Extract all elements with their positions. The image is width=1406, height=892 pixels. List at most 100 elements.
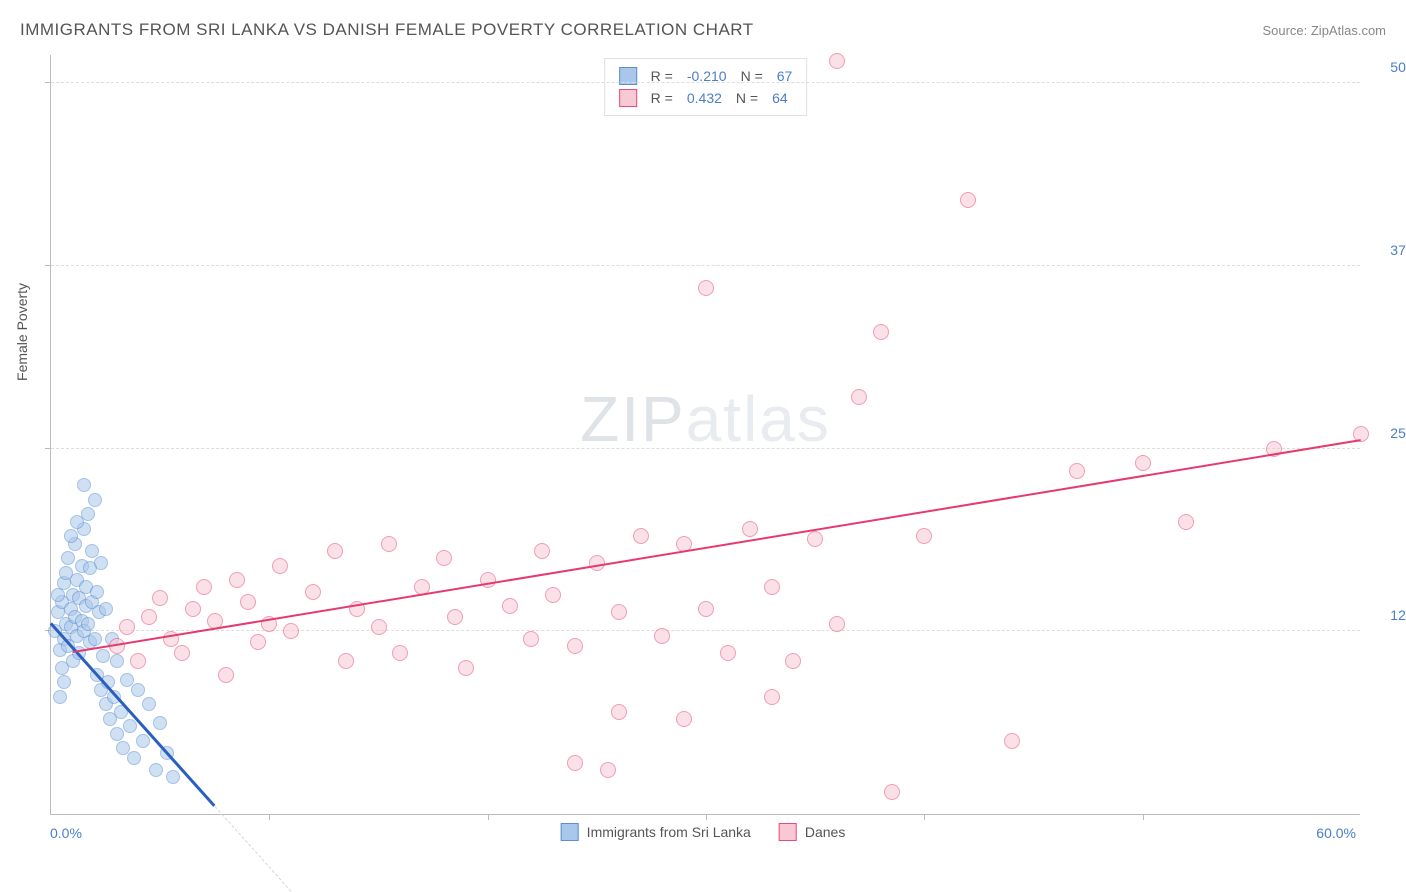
- data-point: [250, 634, 266, 650]
- legend-r-value: 0.432: [687, 87, 722, 109]
- data-point: [1069, 463, 1085, 479]
- data-point: [633, 528, 649, 544]
- y-tick-label: 37.5%: [1370, 242, 1406, 258]
- data-point: [534, 543, 550, 559]
- data-point: [218, 667, 234, 683]
- legend-n-label: N =: [741, 65, 763, 87]
- data-point: [567, 755, 583, 771]
- data-point: [654, 628, 670, 644]
- legend-n-value: 67: [777, 65, 793, 87]
- data-point: [51, 588, 65, 602]
- data-point: [123, 719, 137, 733]
- data-point: [77, 478, 91, 492]
- legend-r-value: -0.210: [687, 65, 727, 87]
- data-point: [174, 645, 190, 661]
- legend-item: Immigrants from Sri Lanka: [561, 823, 751, 841]
- data-point: [676, 711, 692, 727]
- y-tick: [45, 82, 51, 83]
- data-point: [131, 683, 145, 697]
- x-tick: [706, 814, 707, 820]
- legend-swatch: [619, 89, 637, 107]
- x-tick: [1143, 814, 1144, 820]
- data-point: [807, 531, 823, 547]
- trend-line-extrapolation: [214, 806, 291, 892]
- data-point: [166, 770, 180, 784]
- data-point: [392, 645, 408, 661]
- legend-swatch: [779, 823, 797, 841]
- x-tick: [269, 814, 270, 820]
- data-point: [851, 389, 867, 405]
- data-point: [127, 751, 141, 765]
- data-point: [1178, 514, 1194, 530]
- data-point: [141, 609, 157, 625]
- correlation-legend: R = -0.210 N = 67R = 0.432 N = 64: [604, 58, 808, 116]
- data-point: [90, 585, 104, 599]
- data-point: [110, 654, 124, 668]
- grid-line: [51, 448, 1360, 449]
- plot-area: ZIPatlas R =-0.210N =67R =0.432N =64 12.…: [50, 55, 1360, 815]
- data-point: [149, 763, 163, 777]
- y-tick-label: 25.0%: [1370, 425, 1406, 441]
- data-point: [152, 590, 168, 606]
- data-point: [88, 493, 102, 507]
- data-point: [327, 543, 343, 559]
- data-point: [371, 619, 387, 635]
- data-point: [480, 572, 496, 588]
- data-point: [567, 638, 583, 654]
- data-point: [88, 632, 102, 646]
- chart-title: IMMIGRANTS FROM SRI LANKA VS DANISH FEMA…: [20, 20, 754, 40]
- data-point: [283, 623, 299, 639]
- grid-line: [51, 630, 1360, 631]
- grid-line: [51, 265, 1360, 266]
- data-point: [764, 689, 780, 705]
- legend-row: R =0.432N =64: [619, 87, 793, 109]
- data-point: [272, 558, 288, 574]
- data-point: [785, 653, 801, 669]
- y-tick-label: 12.5%: [1370, 607, 1406, 623]
- watermark: ZIPatlas: [580, 382, 831, 456]
- data-point: [545, 587, 561, 603]
- series-legend: Immigrants from Sri Lanka Danes: [561, 823, 846, 841]
- data-point: [240, 594, 256, 610]
- y-axis-title: Female Poverty: [14, 283, 30, 381]
- data-point: [136, 734, 150, 748]
- data-point: [502, 598, 518, 614]
- data-point: [873, 324, 889, 340]
- chart-source: Source: ZipAtlas.com: [1262, 23, 1386, 38]
- data-point: [960, 192, 976, 208]
- watermark-light: atlas: [686, 383, 831, 455]
- data-point: [381, 536, 397, 552]
- data-point: [458, 660, 474, 676]
- x-tick: [488, 814, 489, 820]
- data-point: [523, 631, 539, 647]
- y-tick: [45, 265, 51, 266]
- data-point: [698, 601, 714, 617]
- y-tick-label: 50.0%: [1370, 59, 1406, 75]
- data-point: [99, 602, 113, 616]
- x-axis-min-label: 0.0%: [50, 825, 82, 841]
- legend-r-label: R =: [651, 65, 673, 87]
- data-point: [338, 653, 354, 669]
- data-point: [698, 280, 714, 296]
- data-point: [185, 601, 201, 617]
- data-point: [611, 704, 627, 720]
- legend-n-label: N =: [736, 87, 758, 109]
- legend-n-value: 64: [772, 87, 788, 109]
- data-point: [110, 727, 124, 741]
- data-point: [96, 649, 110, 663]
- trend-line: [73, 439, 1361, 653]
- data-point: [589, 555, 605, 571]
- data-point: [64, 529, 78, 543]
- data-point: [884, 784, 900, 800]
- data-point: [829, 616, 845, 632]
- legend-row: R = -0.210 N = 67: [619, 65, 793, 87]
- grid-line: [51, 82, 1360, 83]
- data-point: [57, 675, 71, 689]
- data-point: [1135, 455, 1151, 471]
- data-point: [1004, 733, 1020, 749]
- data-point: [94, 556, 108, 570]
- data-point: [196, 579, 212, 595]
- x-tick: [924, 814, 925, 820]
- data-point: [720, 645, 736, 661]
- legend-item: Danes: [779, 823, 845, 841]
